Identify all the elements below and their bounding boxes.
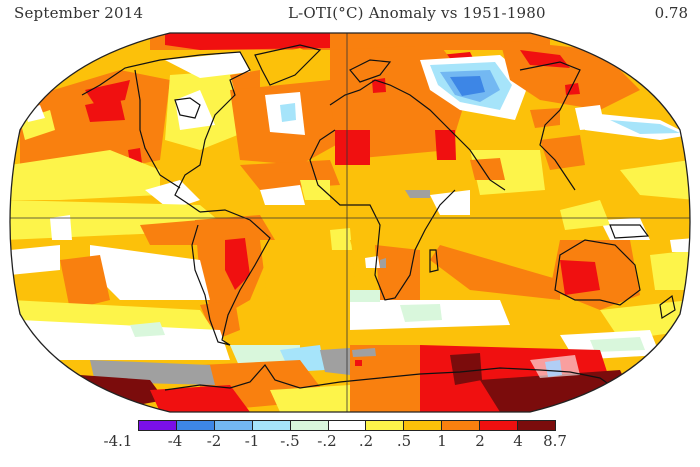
legend-bin [328, 421, 367, 430]
legend-tick: 8.7 [543, 432, 567, 450]
legend-tick: -4.1 [103, 432, 133, 450]
legend-tick: -.2 [317, 432, 337, 450]
legend-bin [480, 421, 519, 430]
color-legend [138, 420, 556, 431]
map-title: L-OTI(°C) Anomaly vs 1951-1980 [288, 4, 546, 22]
legend-ticks: -4.1 -4 -2 -1 -.5 -.2 .2 .5 1 2 4 8.7 [0, 432, 700, 452]
anomaly-field [10, 33, 690, 412]
legend-tick: -1 [244, 432, 260, 450]
map-date: September 2014 [14, 4, 144, 22]
coastlines [81, 44, 676, 393]
legend-tick: -.5 [280, 432, 300, 450]
legend-tick: 2 [475, 432, 485, 450]
legend-bin [252, 421, 291, 430]
map-outline [9, 32, 691, 413]
legend-tick: 1 [437, 432, 447, 450]
legend-bin [442, 421, 481, 430]
legend-bin [176, 421, 215, 430]
legend-bin [214, 421, 253, 430]
legend-bin [366, 421, 405, 430]
legend-tick: -4 [167, 432, 183, 450]
legend-bin [404, 421, 443, 430]
legend-tick: -2 [206, 432, 222, 450]
legend-bin [290, 421, 329, 430]
legend-bin [139, 421, 177, 430]
legend-tick: .5 [396, 432, 412, 450]
legend-tick: 4 [513, 432, 523, 450]
global-mean-anomaly: 0.78 [654, 4, 688, 22]
legend-tick: .2 [358, 432, 374, 450]
legend-bin [518, 421, 555, 430]
